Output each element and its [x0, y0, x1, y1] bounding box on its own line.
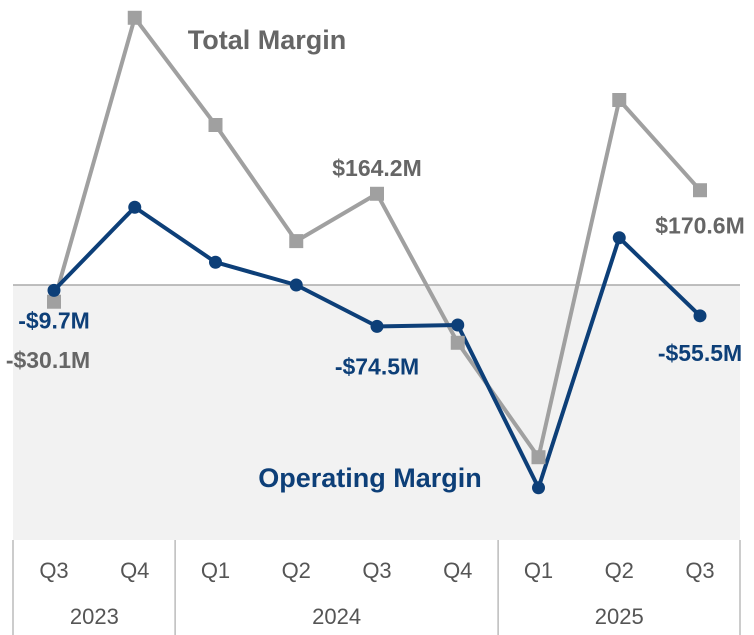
marker: [370, 319, 384, 333]
value-label: -$30.1M: [6, 347, 90, 373]
value-label: -$74.5M: [335, 353, 419, 379]
marker: [47, 283, 61, 297]
marker: [612, 231, 626, 245]
marker: [289, 278, 303, 292]
x-tick-label: Q1: [201, 558, 230, 583]
group-label: 2023: [70, 604, 119, 629]
marker: [693, 309, 707, 323]
marker: [450, 335, 465, 350]
x-tick-label: Q2: [282, 558, 311, 583]
value-label: -$55.5M: [658, 340, 742, 366]
marker: [208, 118, 223, 132]
x-tick-label: Q3: [39, 558, 68, 583]
marker: [47, 294, 61, 309]
x-tick-label: Q2: [605, 558, 634, 583]
marker: [612, 93, 627, 107]
marker: [532, 481, 545, 495]
x-tick-label: Q3: [362, 558, 391, 583]
value-label: $164.2M: [332, 155, 422, 181]
marker: [531, 450, 546, 465]
marker: [693, 183, 707, 198]
marker: [209, 255, 222, 269]
series-label: Operating Margin: [258, 463, 482, 493]
group-label: 2025: [595, 604, 644, 629]
x-tick-label: Q1: [524, 558, 553, 583]
x-tick-label: Q3: [685, 558, 714, 583]
x-tick-label: Q4: [120, 558, 149, 583]
marker: [127, 10, 142, 25]
value-label: -$9.7M: [18, 307, 90, 333]
x-tick-label: Q4: [443, 558, 472, 583]
marker: [128, 200, 142, 214]
marker: [370, 186, 384, 201]
marker: [289, 234, 304, 249]
series-label: Total Margin: [188, 25, 347, 55]
group-label: 2024: [312, 604, 361, 629]
marker: [451, 318, 465, 332]
value-label: $170.6M: [655, 212, 745, 238]
